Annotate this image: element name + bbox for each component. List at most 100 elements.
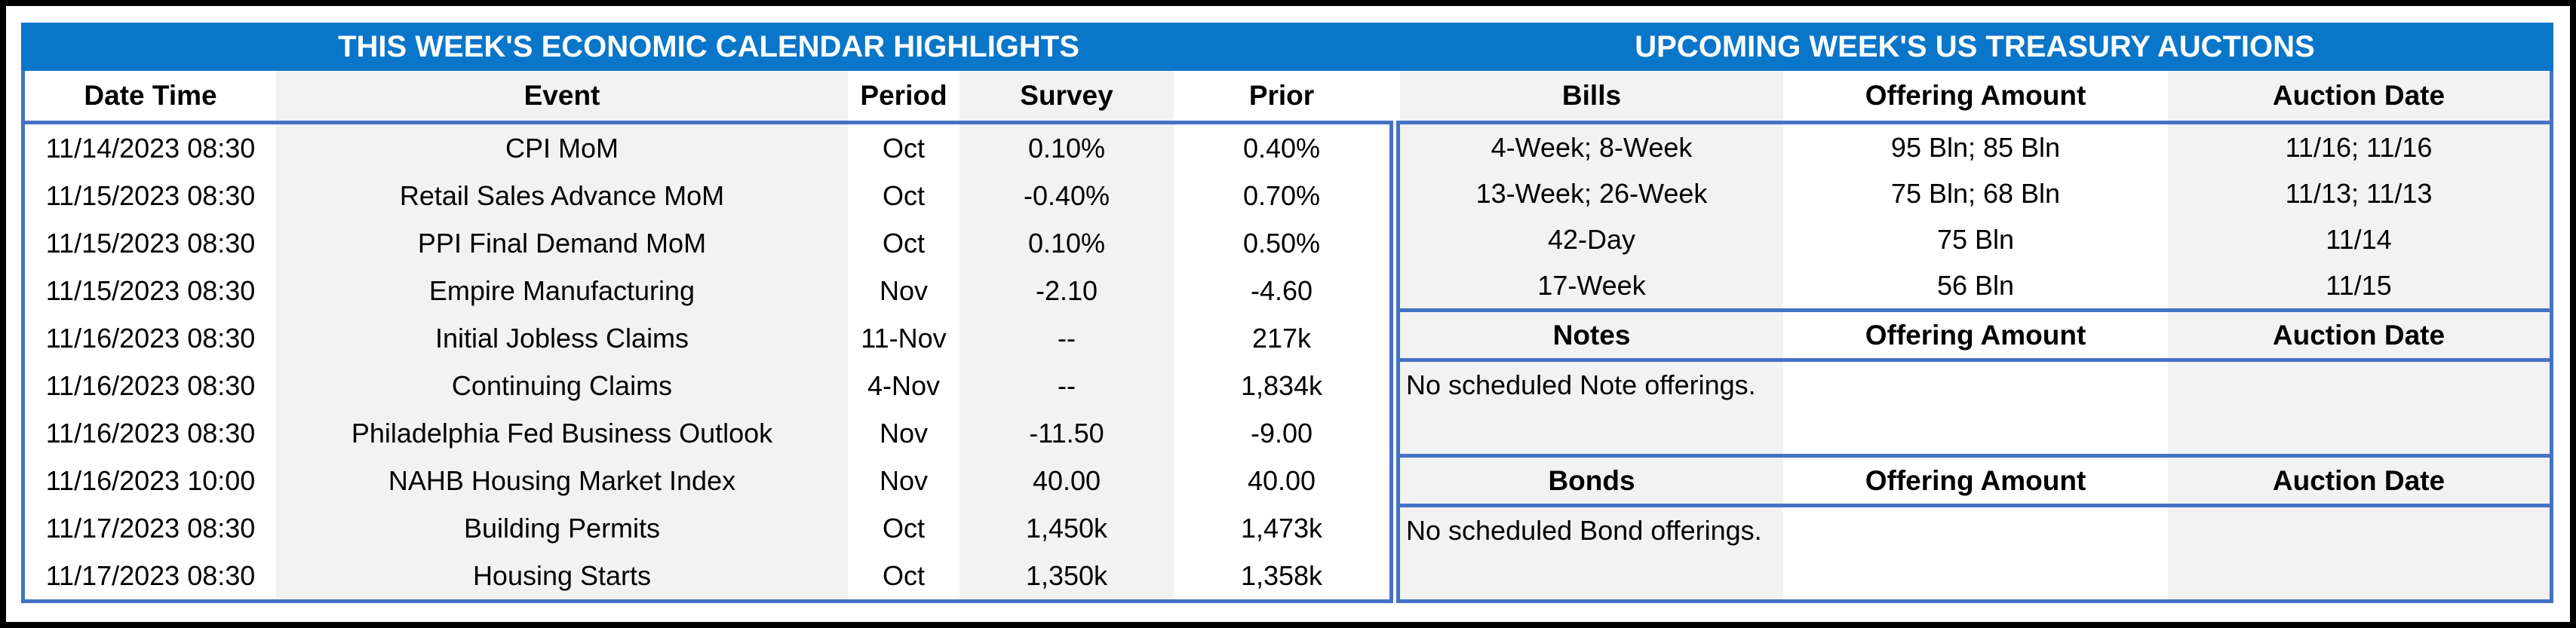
table-cell: 11-Nov xyxy=(861,322,947,354)
column-header-prior: Prior xyxy=(1248,80,1315,111)
table-cell: 56 Bln xyxy=(1936,269,2015,301)
table-cell: 13-Week; 26-Week xyxy=(1400,170,1783,216)
table-cell: 1,350k xyxy=(959,552,1174,599)
table-cell: CPI MoM xyxy=(276,124,848,172)
economic-calendar-table: Date Time Event Period Survey Prior 11/1… xyxy=(21,71,1393,603)
report-sheet: THIS WEEK'S ECONOMIC CALENDAR HIGHLIGHTS… xyxy=(21,23,2553,603)
table-cell: 4-Week; 8-Week xyxy=(1400,124,1783,170)
economic-calendar-title: THIS WEEK'S ECONOMIC CALENDAR HIGHLIGHTS xyxy=(338,29,1079,63)
table-cell: 11/15 xyxy=(2168,262,2550,308)
table-cell: Initial Jobless Claims xyxy=(276,314,848,362)
table-cell: 0.50% xyxy=(1242,227,1321,259)
table-row: 42-Day 75 Bln 11/14 xyxy=(1400,216,2550,262)
table-cell: Empire Manufacturing xyxy=(276,267,848,314)
table-cell: -11.50 xyxy=(959,409,1174,457)
table-cell: 11/15/2023 08:30 xyxy=(45,274,256,306)
table-cell: 1,358k xyxy=(1240,559,1323,591)
table-cell: PPI Final Demand MoM xyxy=(276,219,848,267)
table-cell: 11/15/2023 08:30 xyxy=(45,227,256,259)
treasury-auctions-table: Bills Offering Amount Auction Date 4-Wee… xyxy=(1396,71,2553,603)
table-cell: 95 Bln; 85 Bln xyxy=(1890,131,2061,163)
table-cell: 0.10% xyxy=(959,219,1174,267)
column-header-bills: Bills xyxy=(1400,71,1783,121)
table-cell: 11/16/2023 08:30 xyxy=(45,417,256,449)
table-cell: Oct xyxy=(882,512,925,544)
table-cell xyxy=(2168,362,2550,454)
table-cell xyxy=(2168,507,2550,599)
table-cell: 4-Nov xyxy=(867,369,941,401)
table-cell: 11/16/2023 08:30 xyxy=(45,369,256,401)
table-row: 13-Week; 26-Week 75 Bln; 68 Bln 11/13; 11/… xyxy=(1400,170,2550,216)
table-row: 11/15/2023 08:30 Retail Sales Advance MoM… xyxy=(25,172,1389,219)
notes-header-block: Notes Offering Amount Auction Date xyxy=(1396,308,2553,362)
column-header-event: Event xyxy=(276,71,848,121)
table-cell: 11/15/2023 08:30 xyxy=(45,179,256,211)
table-cell: Nov xyxy=(879,417,929,449)
bonds-header-block: Bonds Offering Amount Auction Date xyxy=(1396,454,2553,507)
table-row: 17-Week 56 Bln 11/15 xyxy=(1400,262,2550,308)
table-cell: 1,450k xyxy=(959,504,1174,552)
table-cell: -- xyxy=(959,362,1174,409)
treasury-auctions-title: UPCOMING WEEK'S US TREASURY AUCTIONS xyxy=(1635,29,2315,63)
table-cell: 1,473k xyxy=(1240,512,1323,544)
table-cell: Oct xyxy=(882,132,925,164)
bonds-message: No scheduled Bond offerings. xyxy=(1400,507,1783,599)
calendar-header-row: Date Time Event Period Survey Prior xyxy=(21,71,1393,121)
column-header-period: Period xyxy=(860,80,947,111)
bills-header-row: Bills Offering Amount Auction Date xyxy=(1396,71,2553,121)
table-row: 4-Week; 8-Week 95 Bln; 85 Bln 11/16; 11/16 xyxy=(1400,124,2550,170)
table-cell: 17-Week xyxy=(1400,262,1783,308)
column-header-bonds-auction-date: Auction Date xyxy=(2168,458,2550,504)
table-row: 11/16/2023 10:00 NAHB Housing Market Inde… xyxy=(25,457,1389,504)
table-cell: 217k xyxy=(1251,322,1312,354)
table-row: 11/15/2023 08:30 Empire Manufacturing Nov -… xyxy=(25,267,1389,314)
bonds-body: No scheduled Bond offerings. xyxy=(1396,504,2553,603)
notes-header-row: Notes Offering Amount Auction Date xyxy=(1400,312,2550,358)
table-row: 11/15/2023 08:30 PPI Final Demand MoM Oct 0… xyxy=(25,219,1389,267)
table-cell: -4.60 xyxy=(1250,274,1313,306)
table-cell: 11/13; 11/13 xyxy=(2168,170,2550,216)
table-row: 11/16/2023 08:30 Continuing Claims 4-Nov --… xyxy=(25,362,1389,409)
column-header-bills-offering-amount: Offering Amount xyxy=(1865,80,2086,111)
column-header-notes-offering-amount: Offering Amount xyxy=(1865,319,2086,351)
bills-body: 4-Week; 8-Week 95 Bln; 85 Bln 11/16; 11/16… xyxy=(1396,121,2553,312)
table-cell: 75 Bln; 68 Bln xyxy=(1890,177,2061,209)
table-cell: NAHB Housing Market Index xyxy=(276,457,848,504)
table-cell: 0.70% xyxy=(1242,179,1321,211)
table-cell: 40.00 xyxy=(1247,464,1316,496)
table-cell: 11/16/2023 08:30 xyxy=(45,322,256,354)
table-cell: 11/16; 11/16 xyxy=(2168,124,2550,170)
bonds-header-row: Bonds Offering Amount Auction Date xyxy=(1400,458,2550,504)
table-cell: 11/17/2023 08:30 xyxy=(45,512,256,544)
table-row: 11/16/2023 08:30 Initial Jobless Claims 11… xyxy=(25,314,1389,362)
calendar-body: 11/14/2023 08:30 CPI MoM Oct 0.10% 0.40% 11/1… xyxy=(21,121,1393,603)
column-header-notes: Notes xyxy=(1400,312,1783,358)
table-cell: 0.40% xyxy=(1242,132,1321,164)
table-cell: 75 Bln xyxy=(1936,223,2015,255)
table-cell: Nov xyxy=(879,464,929,496)
table-cell: 1,834k xyxy=(1240,369,1323,401)
table-cell: -9.00 xyxy=(1250,417,1313,449)
table-cell: Oct xyxy=(882,179,925,211)
column-header-date-time: Date Time xyxy=(84,80,217,111)
table-cell: 11/14/2023 08:30 xyxy=(45,132,256,164)
table-cell: Philadelphia Fed Business Outlook xyxy=(276,409,848,457)
table-cell: Oct xyxy=(882,559,925,591)
column-header-notes-auction-date: Auction Date xyxy=(2168,312,2550,358)
table-cell: 11/16/2023 10:00 xyxy=(45,464,256,496)
notes-message: No scheduled Note offerings. xyxy=(1400,362,1783,454)
table-cell: Retail Sales Advance MoM xyxy=(276,172,848,219)
table-cell: -2.10 xyxy=(959,267,1174,314)
table-cell: Building Permits xyxy=(276,504,848,552)
table-cell: -0.40% xyxy=(959,172,1174,219)
column-header-bonds-offering-amount: Offering Amount xyxy=(1865,464,2086,496)
notes-body: No scheduled Note offerings. xyxy=(1396,358,2553,458)
table-cell xyxy=(1783,362,2168,454)
table-cell: Housing Starts xyxy=(276,552,848,599)
table-cell: 40.00 xyxy=(959,457,1174,504)
table-cell: Oct xyxy=(882,227,925,259)
table-cell: 42-Day xyxy=(1400,216,1783,262)
table-cell: Continuing Claims xyxy=(276,362,848,409)
table-cell xyxy=(1783,507,2168,599)
column-header-bonds: Bonds xyxy=(1400,458,1783,504)
